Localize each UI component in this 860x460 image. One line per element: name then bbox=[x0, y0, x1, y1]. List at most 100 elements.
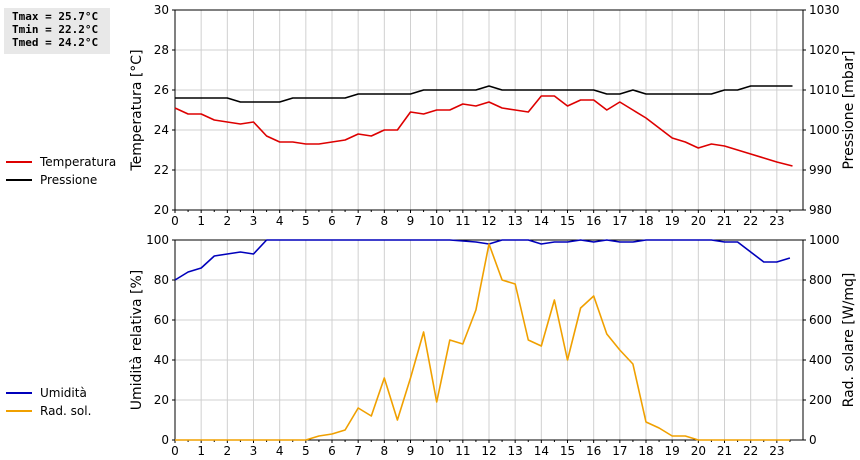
legend-top: Temperatura Pressione bbox=[6, 153, 116, 189]
tmin-text: Tmin = 22.2°C bbox=[12, 23, 99, 36]
top-ytick-right-label-2: 1000 bbox=[809, 123, 840, 137]
top-ytick-right-label-5: 1030 bbox=[809, 3, 840, 17]
bottom-ytick-left-label-3: 60 bbox=[154, 313, 169, 327]
bottom-xtick-label-22: 22 bbox=[743, 444, 758, 458]
top-ytick-right-label-4: 1020 bbox=[809, 43, 840, 57]
bottom-xtick-label-0: 0 bbox=[171, 444, 179, 458]
bottom-xtick-label-7: 7 bbox=[354, 444, 362, 458]
legend-swatch-radsol bbox=[6, 410, 32, 412]
top-xtick-label-0: 0 bbox=[171, 214, 179, 228]
top-ytick-left-label-3: 26 bbox=[154, 83, 169, 97]
top-ylabel-left: Temperatura [°C] bbox=[129, 49, 145, 171]
legend-label-radsol: Rad. sol. bbox=[40, 404, 92, 418]
top-ytick-left-label-2: 24 bbox=[154, 123, 169, 137]
bottom-ytick-right-label-0: 0 bbox=[809, 433, 817, 447]
top-xtick-label-16: 16 bbox=[586, 214, 601, 228]
bottom-ytick-right-label-2: 400 bbox=[809, 353, 832, 367]
top-xtick-label-2: 2 bbox=[224, 214, 232, 228]
bottom-xtick-label-13: 13 bbox=[508, 444, 523, 458]
bottom-ytick-left-label-5: 100 bbox=[146, 233, 169, 247]
legend-item-umidita: Umidità bbox=[6, 384, 91, 402]
top-xtick-label-13: 13 bbox=[508, 214, 523, 228]
top-ytick-right-label-0: 980 bbox=[809, 203, 832, 217]
bottom-series-umidit bbox=[174, 239, 791, 281]
bottom-xtick-label-16: 16 bbox=[586, 444, 601, 458]
bottom-ytick-left-label-2: 40 bbox=[154, 353, 169, 367]
bottom-xtick-label-6: 6 bbox=[328, 444, 336, 458]
legend-item-temperatura: Temperatura bbox=[6, 153, 116, 171]
bottom-xtick-label-17: 17 bbox=[612, 444, 627, 458]
top-xtick-label-19: 19 bbox=[665, 214, 680, 228]
legend-swatch-temperatura bbox=[6, 161, 32, 163]
top-xtick-label-18: 18 bbox=[638, 214, 653, 228]
bottom-plot-frame bbox=[174, 239, 804, 441]
top-xtick-label-14: 14 bbox=[534, 214, 549, 228]
bottom-ytick-right-label-3: 600 bbox=[809, 313, 832, 327]
bottom-xtick-label-9: 9 bbox=[407, 444, 415, 458]
top-xtick-label-21: 21 bbox=[717, 214, 732, 228]
bottom-ytick-left-label-0: 0 bbox=[161, 433, 169, 447]
bottom-ytick-left-label-4: 80 bbox=[154, 273, 169, 287]
top-ytick-left-label-0: 20 bbox=[154, 203, 169, 217]
top-xtick-label-17: 17 bbox=[612, 214, 627, 228]
top-series-pressione bbox=[175, 85, 793, 103]
stats-box: Tmax = 25.7°C Tmin = 22.2°C Tmed = 24.2°… bbox=[4, 8, 110, 54]
bottom-ytick-left-label-1: 20 bbox=[154, 393, 169, 407]
bottom-xtick-label-3: 3 bbox=[250, 444, 258, 458]
bottom-ytick-right-label-1: 200 bbox=[809, 393, 832, 407]
top-xtick-label-4: 4 bbox=[276, 214, 284, 228]
bottom-xtick-label-8: 8 bbox=[381, 444, 389, 458]
bottom-xtick-label-12: 12 bbox=[481, 444, 496, 458]
top-ylabel-right: Pressione [mbar] bbox=[841, 50, 857, 169]
legend-item-pressione: Pressione bbox=[6, 171, 116, 189]
bottom-xtick-label-21: 21 bbox=[717, 444, 732, 458]
bottom-xtick-label-19: 19 bbox=[665, 444, 680, 458]
top-plot-frame bbox=[174, 9, 804, 211]
top-xtick-label-8: 8 bbox=[381, 214, 389, 228]
bottom-xtick-label-15: 15 bbox=[560, 444, 575, 458]
bottom-xtick-label-14: 14 bbox=[534, 444, 549, 458]
legend-label-temperatura: Temperatura bbox=[40, 155, 117, 169]
top-ytick-left-label-4: 28 bbox=[154, 43, 169, 57]
bottom-xtick-label-18: 18 bbox=[638, 444, 653, 458]
top-xtick-label-7: 7 bbox=[354, 214, 362, 228]
bottom-ytick-right-label-4: 800 bbox=[809, 273, 832, 287]
top-xtick-label-11: 11 bbox=[455, 214, 470, 228]
legend-item-radsol: Rad. sol. bbox=[6, 402, 91, 420]
bottom-xtick-label-11: 11 bbox=[455, 444, 470, 458]
top-xtick-label-1: 1 bbox=[197, 214, 205, 228]
bottom-ytick-right-label-5: 1000 bbox=[809, 233, 840, 247]
top-xtick-label-23: 23 bbox=[769, 214, 784, 228]
bottom-xtick-label-2: 2 bbox=[224, 444, 232, 458]
bottom-xtick-label-10: 10 bbox=[429, 444, 444, 458]
top-xtick-label-6: 6 bbox=[328, 214, 336, 228]
bottom-ylabel-left: Umidità relativa [%] bbox=[129, 270, 145, 411]
top-xtick-label-5: 5 bbox=[302, 214, 310, 228]
legend-label-umidita: Umidità bbox=[40, 386, 87, 400]
top-xtick-label-22: 22 bbox=[743, 214, 758, 228]
legend-swatch-pressione bbox=[6, 179, 32, 181]
top-xtick-label-20: 20 bbox=[691, 214, 706, 228]
top-ytick-right-label-3: 1010 bbox=[809, 83, 840, 97]
bottom-xtick-label-23: 23 bbox=[769, 444, 784, 458]
tmed-text: Tmed = 24.2°C bbox=[12, 36, 99, 49]
top-ytick-right-label-1: 990 bbox=[809, 163, 832, 177]
bottom-xtick-label-5: 5 bbox=[302, 444, 310, 458]
bottom-series-rad-sol bbox=[175, 243, 790, 441]
bottom-xtick-label-20: 20 bbox=[691, 444, 706, 458]
bottom-ylabel-right: Rad. solare [W/mq] bbox=[841, 273, 857, 408]
legend-swatch-umidita bbox=[6, 392, 32, 394]
bottom-xtick-label-4: 4 bbox=[276, 444, 284, 458]
bottom-xtick-label-1: 1 bbox=[197, 444, 205, 458]
top-xtick-label-10: 10 bbox=[429, 214, 444, 228]
top-xtick-label-12: 12 bbox=[481, 214, 496, 228]
top-xtick-label-9: 9 bbox=[407, 214, 415, 228]
top-series-temperatura bbox=[174, 95, 793, 167]
top-ytick-left-label-5: 30 bbox=[154, 3, 169, 17]
top-xtick-label-3: 3 bbox=[250, 214, 258, 228]
top-xtick-label-15: 15 bbox=[560, 214, 575, 228]
legend-label-pressione: Pressione bbox=[40, 173, 98, 187]
top-ytick-left-label-1: 22 bbox=[154, 163, 169, 177]
tmax-text: Tmax = 25.7°C bbox=[12, 10, 99, 23]
